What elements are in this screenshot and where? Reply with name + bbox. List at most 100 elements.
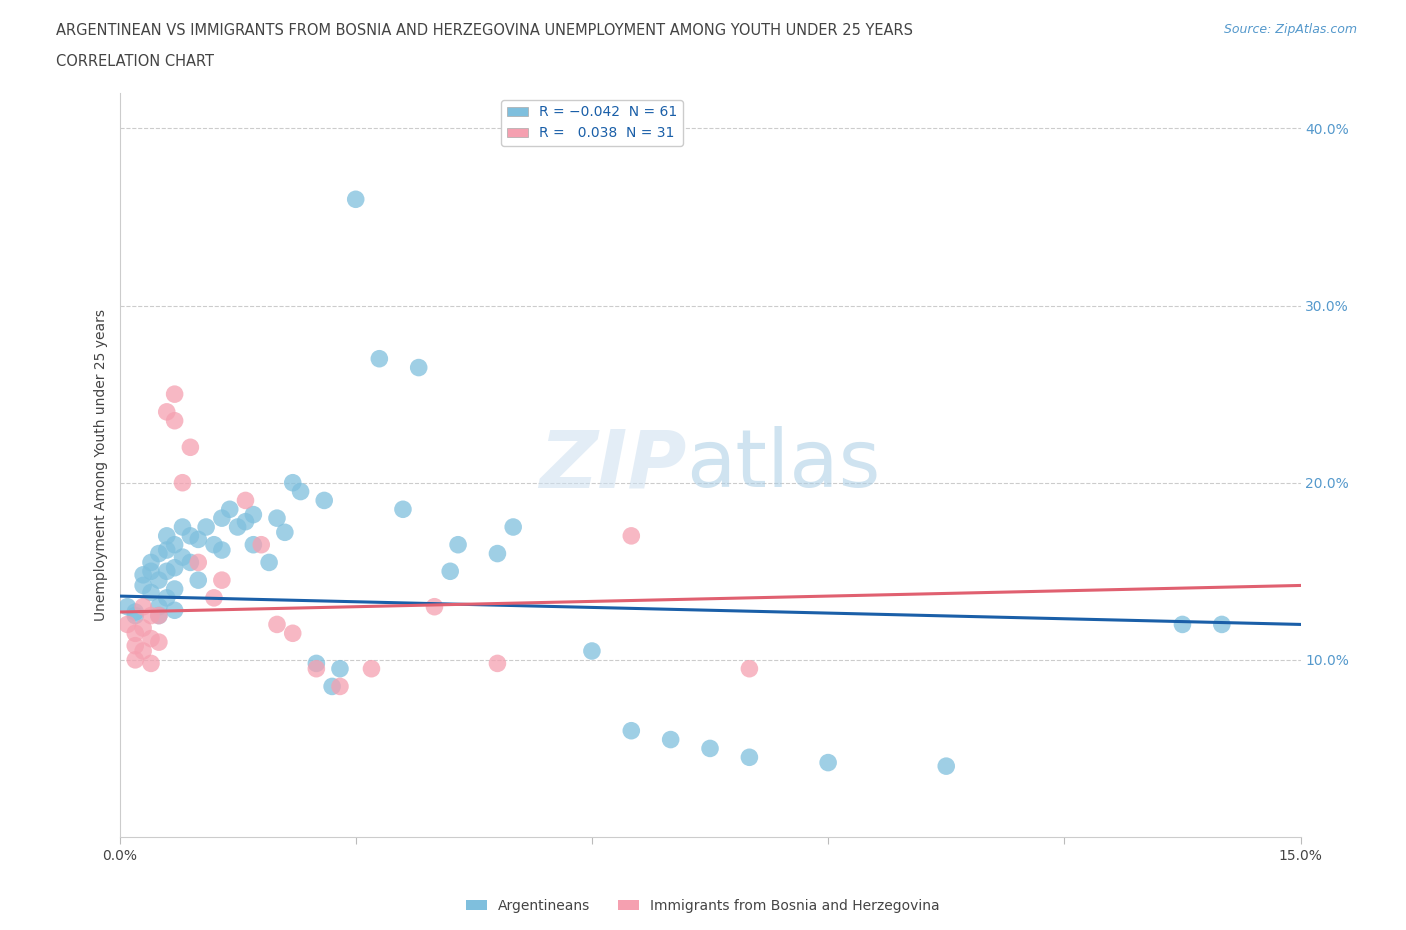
- Text: CORRELATION CHART: CORRELATION CHART: [56, 54, 214, 69]
- Point: [148, 634, 170, 649]
- Point: [620, 724, 643, 738]
- Point: [305, 656, 328, 671]
- Point: [290, 485, 312, 499]
- Point: [148, 608, 170, 623]
- Point: [132, 578, 155, 593]
- Point: [218, 502, 240, 517]
- Point: [156, 564, 179, 578]
- Point: [242, 538, 264, 552]
- Point: [486, 546, 509, 561]
- Point: [132, 644, 155, 658]
- Text: ZIP: ZIP: [538, 426, 686, 504]
- Point: [172, 475, 194, 490]
- Point: [156, 542, 179, 557]
- Point: [139, 656, 162, 671]
- Point: [148, 546, 170, 561]
- Point: [321, 679, 343, 694]
- Point: [172, 550, 194, 565]
- Point: [620, 528, 643, 543]
- Point: [148, 599, 170, 614]
- Point: [124, 638, 146, 653]
- Point: [163, 538, 186, 552]
- Point: [187, 532, 209, 547]
- Point: [368, 352, 391, 366]
- Text: atlas: atlas: [686, 426, 880, 504]
- Point: [281, 475, 304, 490]
- Point: [187, 555, 209, 570]
- Point: [659, 732, 682, 747]
- Point: [195, 520, 218, 535]
- Point: [163, 413, 186, 428]
- Point: [211, 573, 233, 588]
- Y-axis label: Unemployment Among Youth under 25 years: Unemployment Among Youth under 25 years: [94, 309, 108, 621]
- Point: [124, 626, 146, 641]
- Point: [314, 493, 336, 508]
- Point: [163, 603, 186, 618]
- Point: [250, 538, 273, 552]
- Point: [156, 405, 179, 419]
- Point: [163, 581, 186, 596]
- Point: [581, 644, 603, 658]
- Point: [187, 573, 209, 588]
- Point: [344, 192, 367, 206]
- Point: [1171, 617, 1194, 631]
- Point: [935, 759, 957, 774]
- Point: [274, 525, 297, 539]
- Point: [257, 555, 280, 570]
- Point: [179, 555, 201, 570]
- Point: [281, 626, 304, 641]
- Legend: R = −0.042  N = 61, R =   0.038  N = 31: R = −0.042 N = 61, R = 0.038 N = 31: [502, 100, 682, 146]
- Text: Source: ZipAtlas.com: Source: ZipAtlas.com: [1223, 23, 1357, 36]
- Point: [132, 567, 155, 582]
- Point: [266, 617, 288, 631]
- Point: [172, 520, 194, 535]
- Point: [502, 520, 524, 535]
- Text: ARGENTINEAN VS IMMIGRANTS FROM BOSNIA AND HERZEGOVINA UNEMPLOYMENT AMONG YOUTH U: ARGENTINEAN VS IMMIGRANTS FROM BOSNIA AN…: [56, 23, 914, 38]
- Point: [305, 661, 328, 676]
- Point: [699, 741, 721, 756]
- Point: [408, 360, 430, 375]
- Point: [156, 528, 179, 543]
- Point: [124, 653, 146, 668]
- Point: [817, 755, 839, 770]
- Point: [139, 608, 162, 623]
- Point: [738, 750, 761, 764]
- Point: [226, 520, 249, 535]
- Point: [132, 599, 155, 614]
- Point: [179, 528, 201, 543]
- Point: [447, 538, 470, 552]
- Point: [132, 620, 155, 635]
- Point: [202, 538, 225, 552]
- Point: [360, 661, 382, 676]
- Point: [156, 591, 179, 605]
- Point: [148, 573, 170, 588]
- Point: [235, 493, 257, 508]
- Point: [139, 564, 162, 578]
- Point: [211, 542, 233, 557]
- Point: [738, 661, 761, 676]
- Point: [148, 608, 170, 623]
- Point: [392, 502, 415, 517]
- Point: [266, 511, 288, 525]
- Point: [163, 387, 186, 402]
- Point: [329, 679, 352, 694]
- Point: [423, 599, 446, 614]
- Point: [1211, 617, 1233, 631]
- Point: [202, 591, 225, 605]
- Point: [179, 440, 201, 455]
- Point: [235, 514, 257, 529]
- Legend: Argentineans, Immigrants from Bosnia and Herzegovina: Argentineans, Immigrants from Bosnia and…: [461, 894, 945, 919]
- Point: [139, 555, 162, 570]
- Point: [211, 511, 233, 525]
- Point: [486, 656, 509, 671]
- Point: [139, 631, 162, 646]
- Point: [242, 507, 264, 522]
- Point: [439, 564, 461, 578]
- Point: [139, 585, 162, 600]
- Point: [124, 604, 146, 619]
- Point: [117, 617, 139, 631]
- Point: [329, 661, 352, 676]
- Point: [163, 560, 186, 575]
- Point: [124, 608, 146, 623]
- Point: [117, 599, 139, 614]
